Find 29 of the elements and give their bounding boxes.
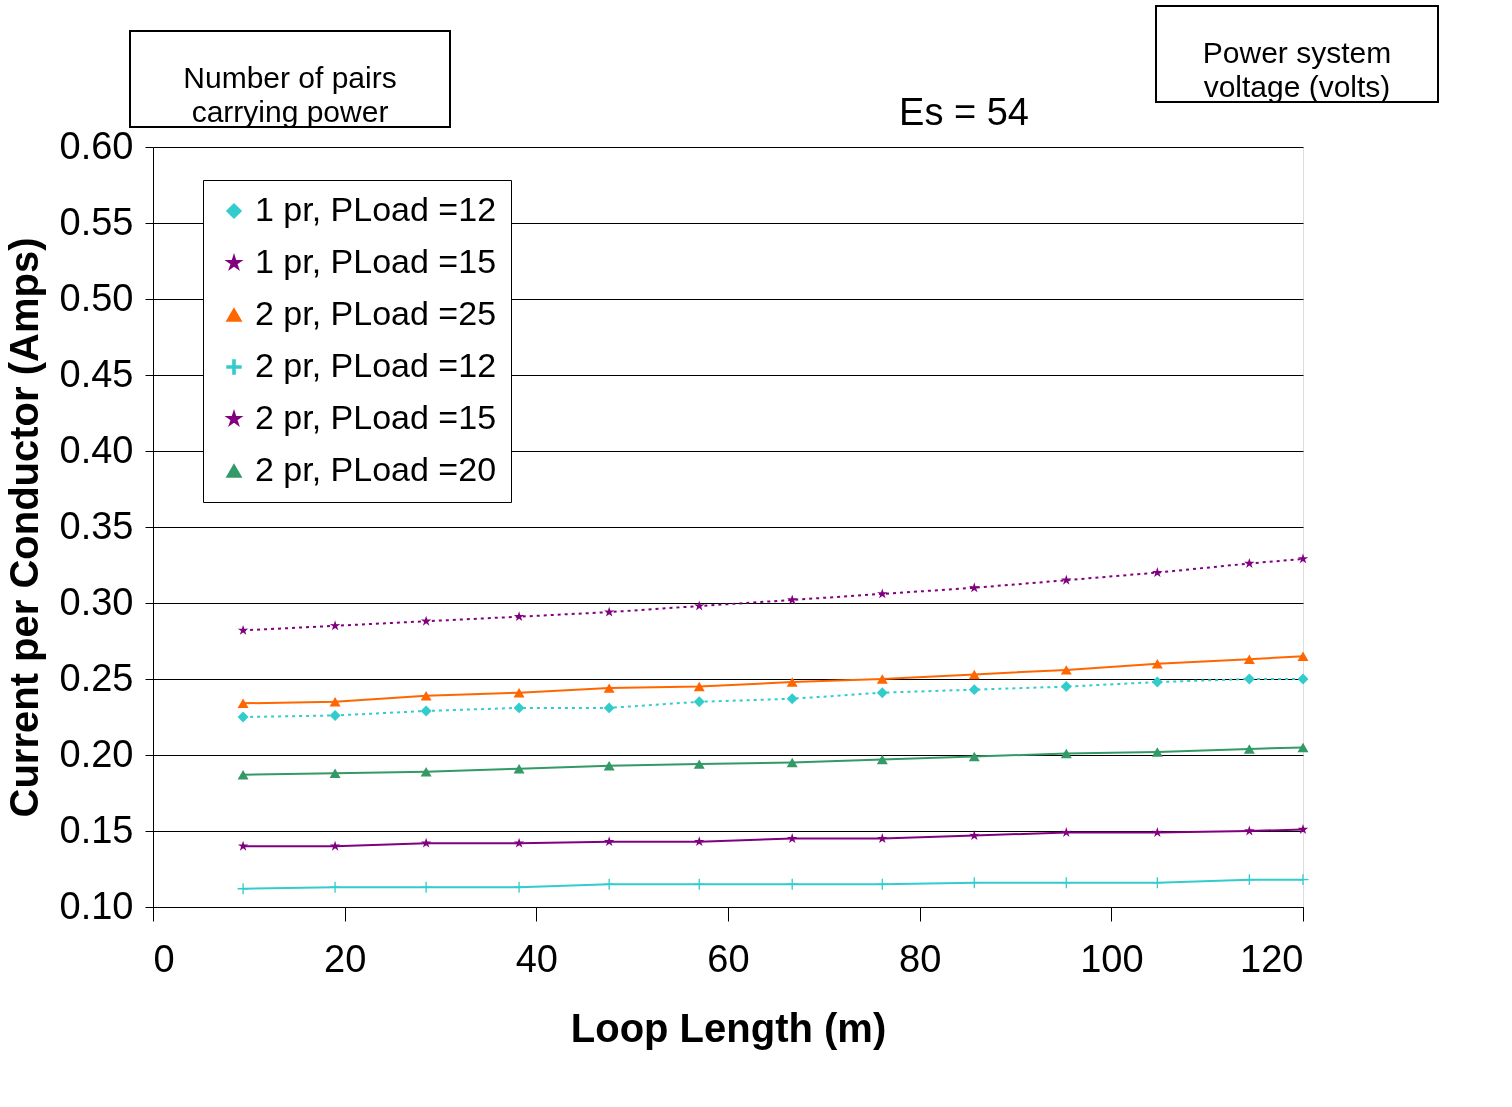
y-tick-label: 0.45 [59, 352, 134, 395]
x-tick-label: 20 [324, 937, 367, 980]
y-tick-label: 0.55 [59, 200, 134, 243]
legend-label: 2 pr, PLoad =15 [255, 398, 497, 436]
legend-label: 2 pr, PLoad =25 [255, 294, 497, 332]
y-tick-label: 0.50 [59, 276, 134, 319]
x-tick-label: 100 [1080, 937, 1144, 980]
x-tick-label: 120 [1240, 937, 1304, 980]
y-tick-label: 0.15 [59, 808, 134, 851]
x-tick-label: 40 [515, 937, 558, 980]
x-axis-title: Loop Length (m) [570, 1005, 887, 1050]
y-tick-label: 0.25 [59, 656, 134, 699]
text: Number of pairs carrying power [183, 61, 397, 128]
legend-label: 2 pr, PLoad =12 [255, 346, 497, 384]
legend-label: 1 pr, PLoad =15 [255, 242, 497, 280]
legend-label: 2 pr, PLoad =20 [255, 450, 497, 488]
y-tick-label: 0.35 [59, 504, 134, 547]
y-tick-label: 0.60 [59, 124, 134, 167]
y-tick-label: 0.20 [59, 732, 134, 775]
y-tick-label: 0.30 [59, 580, 134, 623]
text: Es = 54 [899, 91, 1029, 133]
x-tick-label: 0 [153, 937, 175, 980]
x-tick-label: 80 [899, 937, 942, 980]
y-tick-label: 0.40 [59, 428, 134, 471]
y-axis-title: Current per Conductor (Amps) [1, 237, 46, 818]
x-tick-label: 60 [707, 937, 750, 980]
text: Power system voltage (volts) [1202, 36, 1392, 103]
y-tick-label: 0.10 [59, 884, 134, 927]
legend-label: 1 pr, PLoad =12 [255, 190, 497, 228]
